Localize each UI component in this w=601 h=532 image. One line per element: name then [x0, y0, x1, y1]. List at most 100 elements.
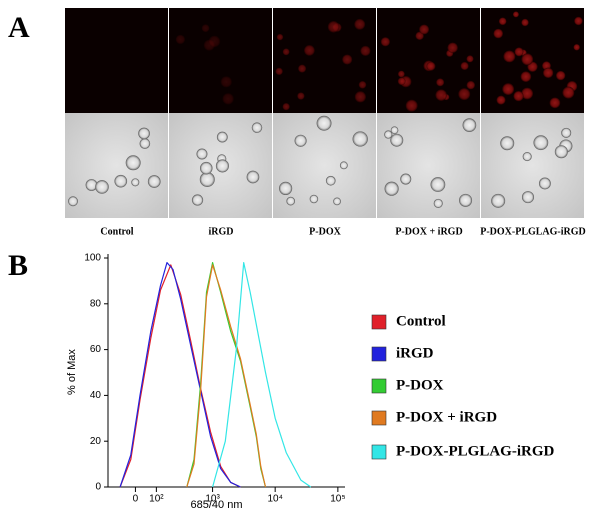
brightfield-image	[65, 113, 168, 218]
x-tick-label: 0	[133, 494, 139, 505]
red-cell	[282, 102, 290, 111]
cell	[384, 181, 399, 196]
cell	[430, 177, 446, 192]
cell	[286, 196, 296, 206]
red-cell	[360, 45, 371, 57]
y-tick-label: 40	[90, 390, 102, 401]
x-tick-label: 10³	[205, 494, 220, 505]
cell	[191, 194, 204, 206]
red-cell	[201, 24, 210, 33]
cell	[400, 173, 412, 185]
cell	[352, 131, 368, 147]
x-tick-label: 10⁵	[330, 494, 345, 505]
cell	[138, 127, 150, 140]
red-cell	[458, 88, 471, 101]
cell	[554, 145, 568, 159]
cell	[147, 175, 161, 188]
cell	[216, 131, 228, 143]
y-axis-label: % of Max	[66, 349, 78, 395]
red-cell	[282, 48, 290, 56]
red-cell	[503, 50, 516, 63]
red-cell	[574, 16, 583, 26]
legend-label: P-DOX + iRGD	[396, 409, 497, 425]
red-cell	[222, 93, 234, 105]
legend-swatch	[371, 378, 387, 394]
cell	[462, 118, 477, 132]
red-cell	[405, 99, 418, 112]
red-cell	[397, 77, 406, 86]
red-cell	[521, 53, 534, 66]
y-tick-label: 100	[84, 253, 101, 264]
image-label: P-DOX + iRGD	[395, 226, 462, 237]
red-cell	[208, 35, 221, 48]
red-cell	[397, 70, 405, 78]
panel-a: A Control iRGD P-DOX P-DOX + iRGD P-DOX-PLGLA…	[8, 8, 586, 237]
red-cell	[354, 91, 367, 103]
red-cell	[327, 21, 340, 33]
red-cell	[496, 95, 506, 105]
y-tick-label: 80	[90, 298, 102, 309]
red-cell	[426, 61, 436, 71]
y-tick-label: 60	[90, 344, 102, 355]
cell	[139, 138, 151, 149]
x-axis-label: 685/40 nm	[191, 499, 243, 511]
cell	[246, 170, 260, 184]
red-cell	[573, 44, 580, 51]
cell	[114, 174, 128, 188]
legend-swatch	[371, 346, 387, 362]
red-cell	[493, 28, 504, 39]
red-cell	[175, 34, 186, 45]
cell	[325, 175, 336, 186]
red-cell	[436, 78, 445, 87]
panel-b: B 0 20 40 60 80 100 0 10² 10³ 10⁴ 10⁵ 685/40 nm % of …	[8, 249, 554, 511]
red-cell	[498, 17, 507, 26]
x-tick-label: 10⁴	[267, 494, 282, 505]
image-label: Control	[100, 226, 133, 237]
red-cell	[419, 24, 430, 35]
red-cell	[466, 55, 474, 63]
cell	[279, 181, 293, 196]
red-cell	[220, 76, 232, 88]
red-cell	[562, 86, 575, 99]
legend-label: iRGD	[396, 345, 434, 361]
cell	[200, 161, 213, 175]
histogram-line	[119, 264, 241, 488]
red-cell	[304, 45, 315, 56]
legend-swatch	[371, 314, 387, 330]
cell	[333, 197, 341, 206]
cell	[561, 127, 572, 138]
image-label: P-DOX-PLGLAG-iRGD	[480, 226, 586, 237]
red-cell	[513, 90, 524, 102]
image-label: iRGD	[209, 226, 234, 237]
cell	[95, 180, 109, 194]
red-cell	[555, 70, 566, 81]
red-cell	[380, 37, 391, 47]
legend-label: Control	[396, 313, 446, 329]
cell	[316, 115, 332, 131]
cell	[131, 178, 140, 187]
legend-label: P-DOX	[396, 377, 444, 393]
cell	[500, 136, 515, 151]
cell	[339, 161, 348, 170]
cell	[459, 193, 473, 207]
histogram-line	[212, 262, 312, 488]
cell	[433, 198, 443, 208]
legend-swatch	[371, 410, 387, 426]
histogram-line	[186, 264, 267, 488]
red-cell	[543, 67, 554, 79]
cell	[196, 148, 208, 160]
image-label: P-DOX	[309, 226, 341, 237]
red-cell	[297, 92, 305, 100]
red-cell	[447, 42, 458, 53]
cell	[309, 194, 319, 204]
red-cell	[298, 64, 307, 73]
fluorescence-image	[65, 8, 168, 113]
red-cell	[521, 87, 534, 100]
red-cell	[460, 61, 469, 71]
red-cell	[354, 18, 366, 30]
cell	[533, 135, 549, 151]
red-cell	[502, 83, 515, 96]
cell	[251, 122, 263, 133]
cell	[522, 152, 532, 162]
